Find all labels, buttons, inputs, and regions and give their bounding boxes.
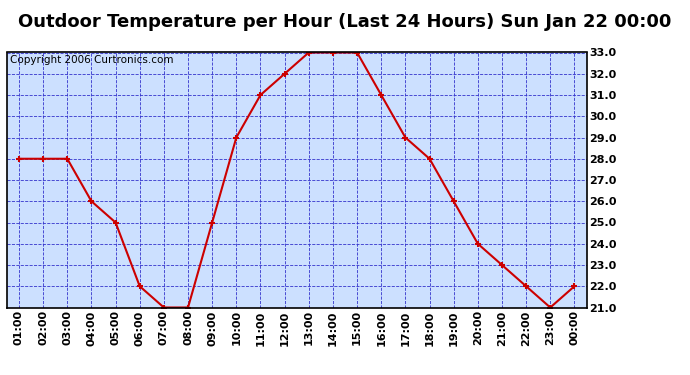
Text: Outdoor Temperature per Hour (Last 24 Hours) Sun Jan 22 00:00: Outdoor Temperature per Hour (Last 24 Ho…: [19, 13, 671, 31]
Text: Copyright 2006 Curtronics.com: Copyright 2006 Curtronics.com: [10, 55, 173, 65]
